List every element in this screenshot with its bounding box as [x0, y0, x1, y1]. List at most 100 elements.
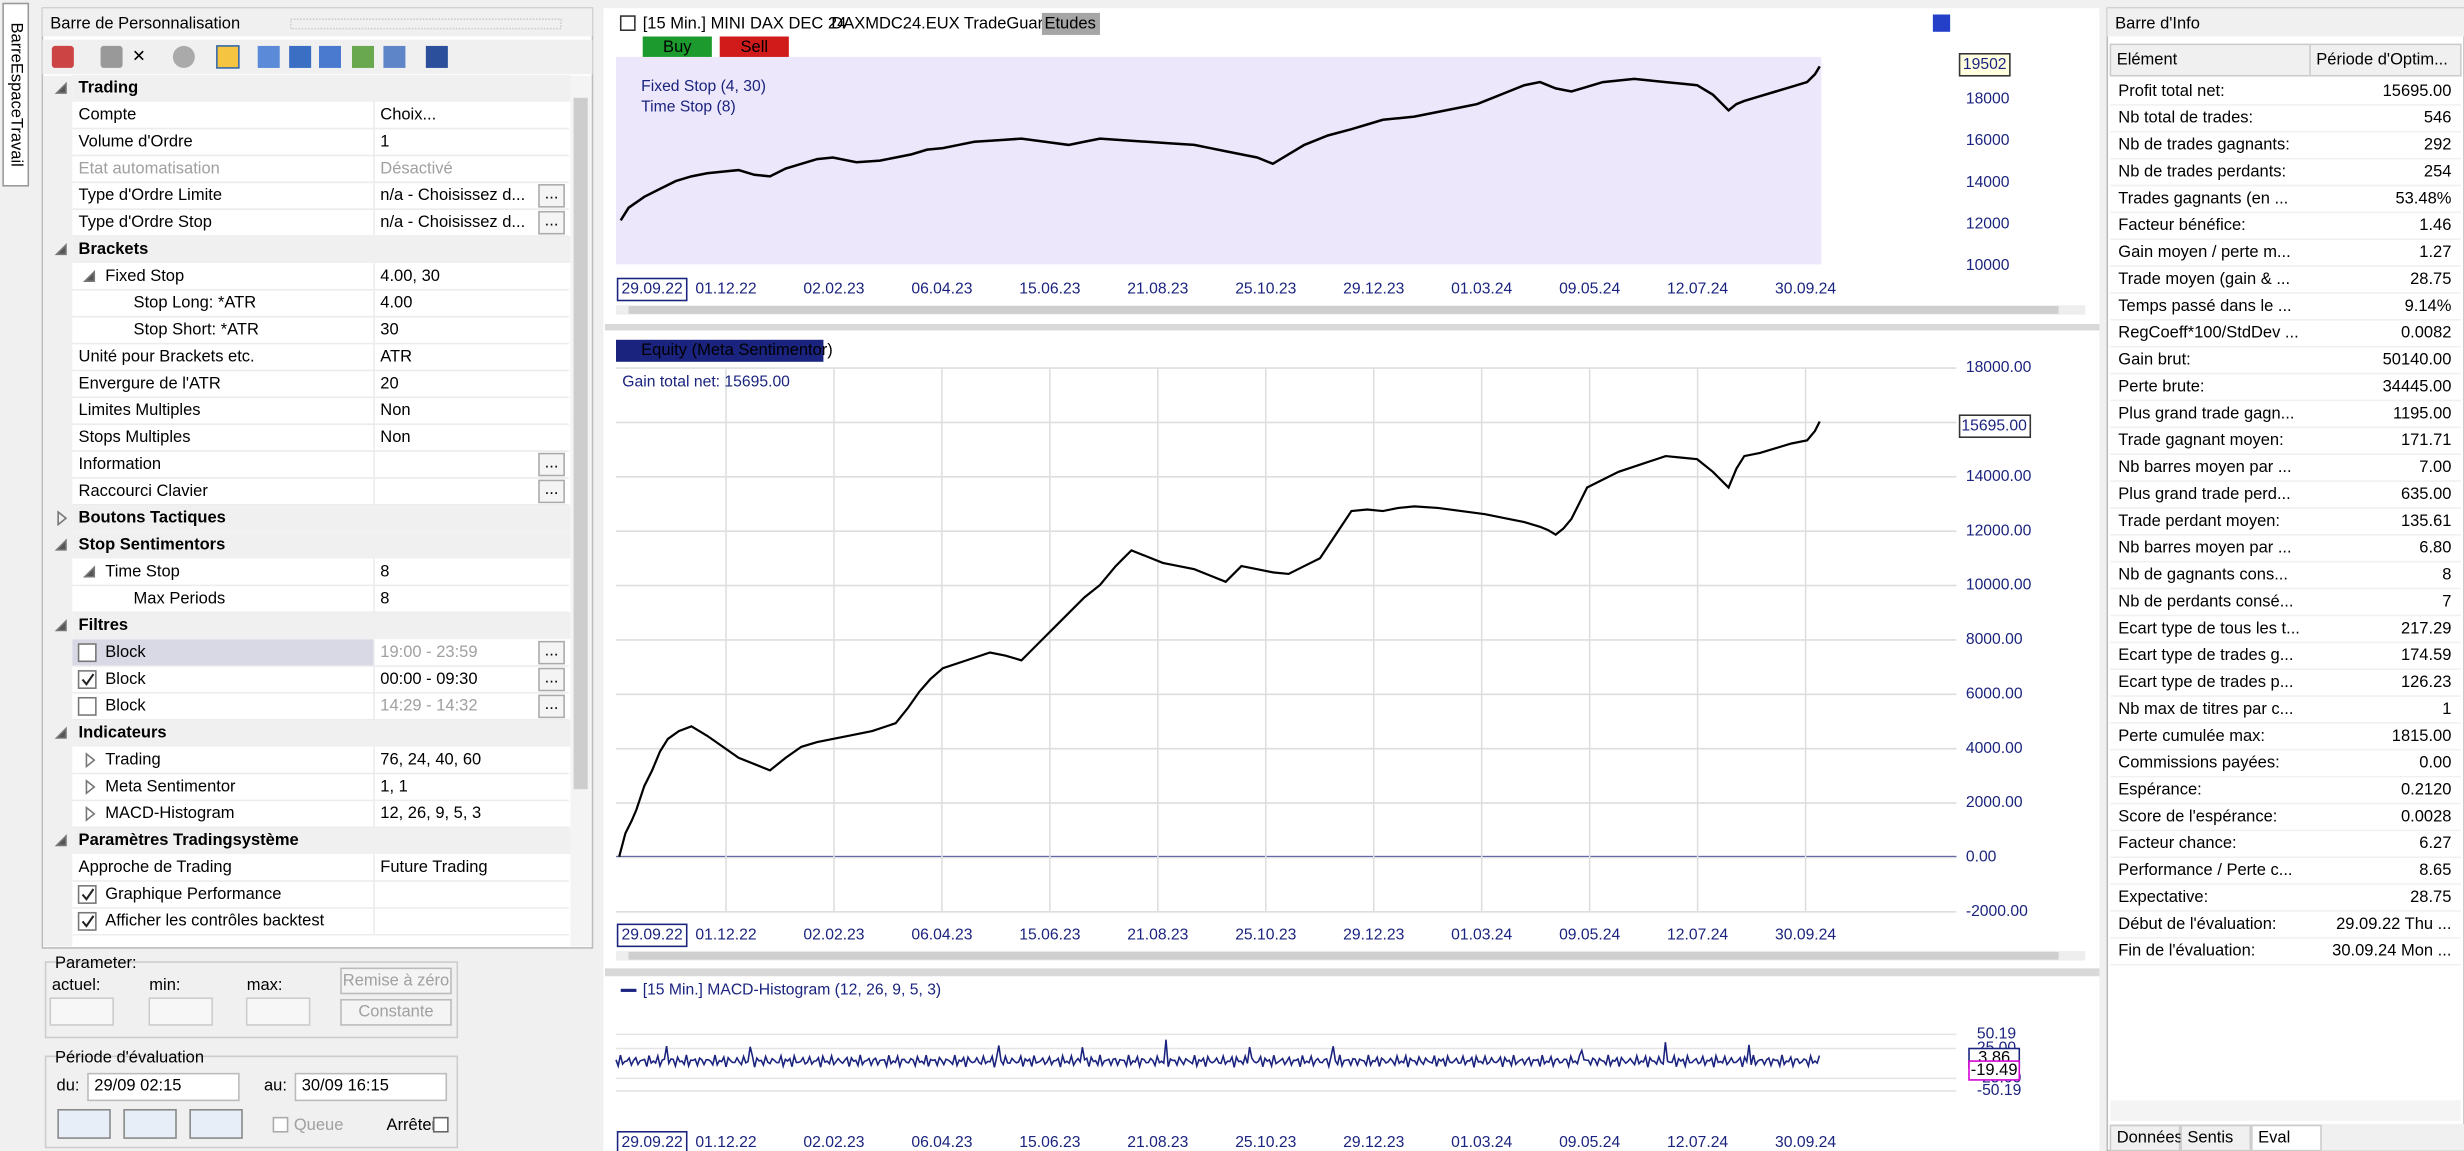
from-input[interactable]	[87, 1072, 240, 1102]
y-tick-label: 18000	[1966, 91, 2010, 108]
input[interactable]	[49, 997, 114, 1026]
mode-button[interactable]	[57, 1109, 111, 1139]
reset-button[interactable]	[340, 967, 452, 995]
expander[interactable]	[85, 779, 96, 795]
expander[interactable]	[54, 81, 67, 94]
workspace-strip	[0, 0, 35, 1151]
checkbox[interactable]	[77, 670, 97, 689]
ellipsis-button[interactable]	[538, 452, 565, 477]
pane-icon[interactable]	[1932, 14, 1951, 32]
checkbox[interactable]	[272, 1116, 289, 1133]
info-label: Commissions payées:	[2118, 754, 2279, 772]
splitter	[605, 324, 2100, 331]
icon[interactable]	[383, 45, 406, 68]
icon[interactable]	[257, 45, 280, 68]
label: max:	[247, 976, 283, 994]
info-label: Plus grand trade perd...	[2118, 485, 2290, 503]
parameter-box	[44, 961, 459, 1039]
ellipsis-button[interactable]	[538, 479, 565, 504]
collapse-icon[interactable]	[619, 15, 636, 32]
checkbox[interactable]	[77, 643, 97, 663]
checkbox[interactable]	[77, 911, 97, 931]
expander[interactable]	[57, 510, 68, 527]
info-label: Expectative:	[2118, 888, 2208, 906]
label: du:	[57, 1077, 80, 1095]
studies-tag[interactable]	[1041, 12, 1100, 35]
row-label: Information	[79, 455, 162, 473]
mode-button[interactable]	[123, 1109, 177, 1139]
icon[interactable]: ✕	[132, 47, 146, 65]
section-row	[72, 719, 571, 747]
expander[interactable]	[82, 565, 96, 578]
checkbox[interactable]	[432, 1116, 449, 1133]
info-label: Profit total net:	[2118, 82, 2224, 100]
expander[interactable]	[82, 269, 96, 282]
x-tick-label: 25.10.23	[1235, 1134, 1296, 1151]
ellipsis-button[interactable]	[538, 694, 565, 719]
info-value: 9.14%	[2405, 297, 2452, 315]
icon[interactable]	[352, 45, 374, 68]
icon[interactable]	[172, 45, 195, 68]
info-label: Nb barres moyen par ...	[2118, 539, 2291, 557]
input[interactable]	[148, 997, 213, 1026]
ellipsis-button[interactable]	[538, 667, 565, 692]
queue-label: Queue	[294, 1116, 344, 1134]
ellipsis-button[interactable]	[538, 184, 565, 208]
row-label: Fixed Stop	[105, 267, 184, 285]
ellipsis-button[interactable]	[538, 640, 565, 665]
icon[interactable]	[319, 45, 341, 68]
checkbox[interactable]	[77, 696, 97, 716]
icon[interactable]	[289, 45, 312, 68]
x-tick-label: 29.12.23	[1343, 1134, 1404, 1151]
info-value: 1	[2442, 700, 2451, 718]
ellipsis-button[interactable]	[538, 210, 565, 235]
h-scroll-thumb[interactable]	[628, 951, 2059, 960]
x-tick-label: 09.05.24	[1559, 1134, 1620, 1151]
expander[interactable]	[54, 538, 67, 551]
macd-histogram	[615, 1039, 1821, 1070]
mode-button[interactable]	[189, 1109, 243, 1139]
workspace-tab[interactable]	[2, 2, 30, 187]
x-tick-label: 01.03.24	[1451, 1134, 1512, 1151]
label: min:	[149, 976, 180, 994]
toolbar	[42, 39, 593, 75]
parameter-title: Parameter:	[55, 954, 137, 972]
row-value: 20	[380, 374, 398, 392]
checkbox[interactable]	[77, 885, 97, 904]
icon[interactable]	[425, 45, 448, 68]
icon[interactable]	[216, 45, 240, 69]
expander[interactable]	[85, 805, 96, 822]
expander[interactable]	[54, 726, 67, 739]
right-panel	[2106, 7, 2464, 1151]
buy-button[interactable]	[642, 36, 712, 57]
tab[interactable]	[2251, 1124, 2322, 1151]
info-value: 1815.00	[2392, 727, 2452, 745]
macd-value: -19.49	[1971, 1061, 2018, 1079]
icon[interactable]	[100, 45, 123, 68]
date-box	[616, 277, 688, 302]
sell-button[interactable]	[719, 36, 789, 57]
last-price: 19502	[1963, 56, 2007, 73]
input[interactable]	[245, 997, 311, 1026]
h-scrollbar[interactable]	[2110, 1100, 2461, 1121]
section-row	[72, 236, 571, 263]
x-tick-label: 02.02.23	[803, 281, 864, 298]
x-tick-label: 06.04.23	[911, 281, 972, 298]
scroll-thumb[interactable]	[573, 97, 588, 790]
property-grid: Trading Compte Choix... Volume d'Ordre 1 Etat…	[54, 75, 571, 936]
expander[interactable]	[54, 834, 67, 847]
constant-button[interactable]	[340, 999, 452, 1026]
table-header	[2109, 43, 2462, 77]
info-label: Espérance:	[2118, 781, 2201, 799]
tab[interactable]	[2180, 1124, 2252, 1151]
row-selected	[72, 639, 375, 667]
h-scroll-thumb[interactable]	[628, 306, 2059, 314]
expander[interactable]	[54, 619, 67, 632]
expander[interactable]	[85, 752, 96, 769]
expander[interactable]	[54, 242, 67, 256]
x-tick-label: 15.06.23	[1019, 281, 1080, 298]
tab[interactable]	[2109, 1124, 2181, 1151]
icon[interactable]	[51, 45, 74, 68]
to-input[interactable]	[294, 1072, 448, 1102]
y-tick-label: 10000.00	[1966, 577, 2032, 594]
